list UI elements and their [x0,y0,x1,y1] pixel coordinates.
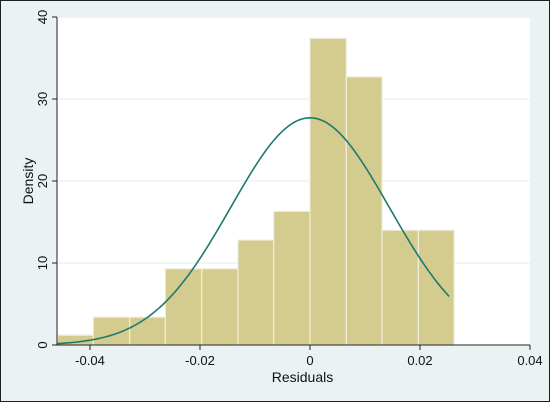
histogram-bar [417,229,455,346]
histogram-bar [237,239,275,346]
x-tick-label: -0.02 [185,353,215,368]
x-axis-title: Residuals [272,369,333,385]
x-tick-label: 0.04 [517,353,542,368]
y-tick-label: 40 [35,10,50,24]
x-tick-label: -0.04 [75,353,105,368]
histogram-bar [309,37,347,346]
x-tick-label: 0 [306,353,313,368]
normal-density-curve [57,117,450,345]
y-tick-label: 30 [35,92,50,106]
histogram-bar [201,268,239,346]
histogram-bar [273,210,311,346]
histogram-bar [345,76,383,346]
y-tick-label: 10 [35,256,50,270]
histogram-bar [164,268,203,346]
y-tick-label: 20 [35,174,50,188]
histogram-bar [129,316,166,346]
y-tick-label: 0 [35,341,50,348]
x-tick-label: 0.02 [407,353,432,368]
y-axis-title: Density [20,158,36,205]
